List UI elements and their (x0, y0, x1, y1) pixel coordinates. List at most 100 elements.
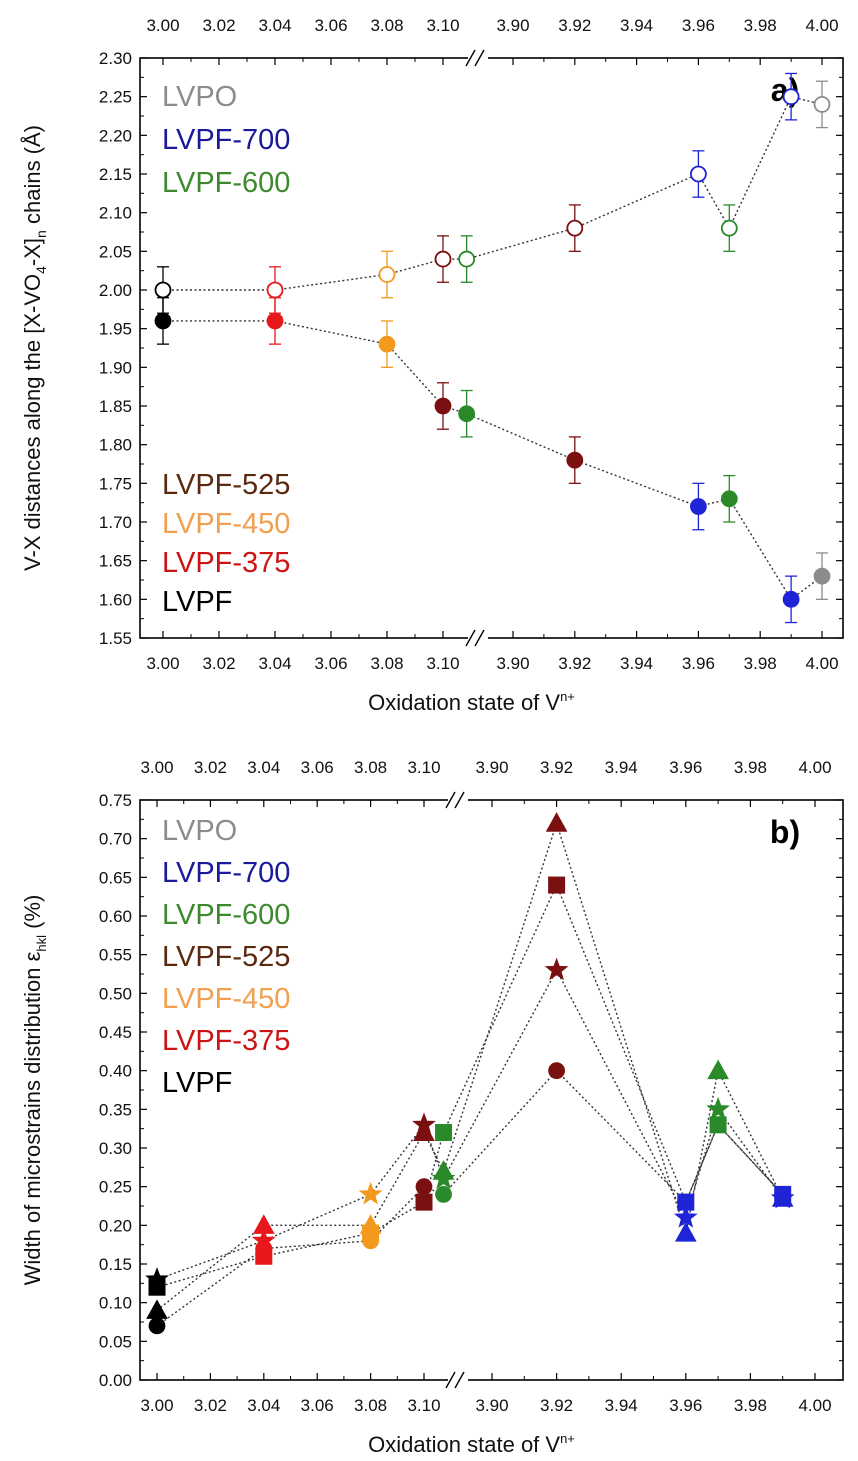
a-x-tick-label-top: 4.00 (805, 16, 838, 35)
a-data-point-filled (458, 405, 476, 423)
a-x-tick-label-bottom: 3.90 (496, 654, 529, 673)
a-data-point-open (690, 165, 707, 183)
a-y-tick-label: 2.10 (99, 204, 132, 223)
b-x-tick-label-bottom: 3.98 (734, 1396, 767, 1415)
b-y-tick-label: 0.60 (99, 907, 132, 926)
a-data-point-open (813, 96, 831, 113)
b-x-tick-label-top: 3.96 (669, 758, 702, 777)
b-y-tick-label: 0.70 (99, 830, 132, 849)
b-data-point-star (544, 957, 569, 981)
a-x-tick-label-top: 3.00 (146, 16, 179, 35)
b-x-tick-label-top: 4.00 (798, 758, 831, 777)
a-break-gap (468, 55, 488, 61)
b-break-slash (454, 791, 465, 809)
a-data-point-filled (266, 312, 284, 330)
a-y-tick-label: 1.65 (99, 552, 132, 571)
b-data-point-circle (148, 1317, 166, 1335)
a-x-tick-label-top: 3.94 (620, 16, 653, 35)
b-x-tick-label-top: 3.06 (301, 758, 334, 777)
a-y-tick-label: 1.60 (99, 590, 132, 609)
b-y-tick-label: 0.15 (99, 1255, 132, 1274)
b-y-tick-label: 0.35 (99, 1100, 132, 1119)
b-axis-break-top (445, 791, 468, 809)
b-break-slash (445, 791, 456, 809)
b-legend-entry: LVPF (162, 1067, 232, 1099)
b-x-axis-label: Oxidation state of Vn+ (368, 1431, 575, 1457)
b-x-tick-label-bottom: 3.10 (407, 1396, 440, 1415)
a-axis-break-bottom (465, 629, 488, 647)
a-series-line-open (163, 95, 823, 291)
b-data-point-triangle (146, 1299, 168, 1319)
a-x-axis-label: Oxidation state of Vn+ (368, 689, 575, 715)
a-x-tick-label-bottom: 3.10 (426, 654, 459, 673)
b-x-tick-label-top: 3.08 (354, 758, 387, 777)
b-series-line-circle (156, 1069, 784, 1327)
a-y-tick-label: 1.75 (99, 474, 132, 493)
a-x-tick-label-bottom: 3.00 (146, 654, 179, 673)
a-x-tick-label-bottom: 3.08 (370, 654, 403, 673)
a-x-tick-label-bottom: 3.98 (744, 654, 777, 673)
b-data-point-circle (677, 1193, 695, 1211)
a-break-slash (465, 629, 476, 647)
a-data-point-open (378, 266, 396, 283)
b-x-tick-label-bottom: 4.00 (798, 1396, 831, 1415)
b-data-point-star (145, 1267, 169, 1290)
b-axis-break-bottom (445, 1371, 468, 1389)
b-x-tick-label-bottom: 3.00 (140, 1396, 173, 1415)
a-y-tick-label: 1.85 (99, 397, 132, 416)
b-x-tick-label-top: 3.10 (407, 758, 440, 777)
a-data-point-open (720, 219, 738, 237)
a-legend-entry: LVPF-525 (162, 469, 290, 501)
a-data-point-filled (154, 312, 172, 330)
b-y-tick-label: 0.40 (99, 1062, 132, 1081)
a-data-point-filled (566, 451, 584, 469)
b-data-point-square (548, 876, 566, 894)
a-x-tick-label-top: 3.08 (370, 16, 403, 35)
a-break-gap (468, 635, 488, 641)
b-x-tick-label-top: 3.92 (540, 758, 573, 777)
a-data-point-filled (782, 590, 800, 608)
b-x-tick-label-top: 3.02 (194, 758, 227, 777)
a-x-tick-label-top: 3.98 (744, 16, 777, 35)
a-y-axis-label: V-X distances along the [X-VO4-X]n chain… (20, 125, 49, 571)
a-x-tick-label-top: 3.10 (426, 16, 459, 35)
b-x-tick-label-bottom: 3.90 (475, 1396, 508, 1415)
a-legend-entry: LVPO (162, 81, 237, 113)
a-data-point-filled (690, 498, 707, 515)
b-legend-entry: LVPF-450 (162, 983, 290, 1015)
a-legend-entry: LVPF-450 (162, 508, 290, 540)
b-break-slash (445, 1371, 456, 1389)
b-x-tick-label-bottom: 3.02 (194, 1396, 227, 1415)
a-x-tick-label-bottom: 3.92 (558, 654, 591, 673)
a-x-tick-label-top: 3.02 (202, 16, 235, 35)
a-data-point-open (434, 250, 452, 268)
b-legend-entry: LVPO (162, 815, 237, 847)
b-data-point-circle (774, 1186, 792, 1203)
b-y-tick-label: 0.30 (99, 1139, 132, 1158)
a-y-tick-label: 2.05 (99, 242, 132, 261)
a-data-point-open (266, 281, 284, 299)
a-data-point-filled (813, 567, 831, 585)
b-data-point-square (435, 1124, 453, 1142)
a-break-slash (474, 629, 485, 647)
b-legend-entry: LVPF-375 (162, 1025, 290, 1057)
b-y-axis-label: Width of microstrains distribution εhkl … (20, 895, 49, 1286)
b-y-tick-label: 0.00 (99, 1371, 132, 1390)
a-series-line-filled (163, 320, 823, 601)
a-x-tick-label-bottom: 3.96 (682, 654, 715, 673)
a-x-tick-label-bottom: 4.00 (805, 654, 838, 673)
b-data-point-triangle (545, 812, 568, 832)
a-legend-entry: LVPF-700 (162, 124, 290, 156)
b-x-tick-label-top: 3.04 (247, 758, 280, 777)
a-x-tick-label-bottom: 3.06 (314, 654, 347, 673)
a-data-point-open (566, 219, 584, 237)
b-break-slash (454, 1371, 465, 1389)
a-x-tick-label-bottom: 3.02 (202, 654, 235, 673)
a-break-slash (465, 49, 476, 67)
a-x-tick-label-top: 3.90 (496, 16, 529, 35)
b-data-point-star (673, 1205, 698, 1228)
b-data-point-star (358, 1181, 383, 1205)
a-y-tick-label: 2.25 (99, 88, 132, 107)
b-x-tick-label-bottom: 3.94 (605, 1396, 638, 1415)
